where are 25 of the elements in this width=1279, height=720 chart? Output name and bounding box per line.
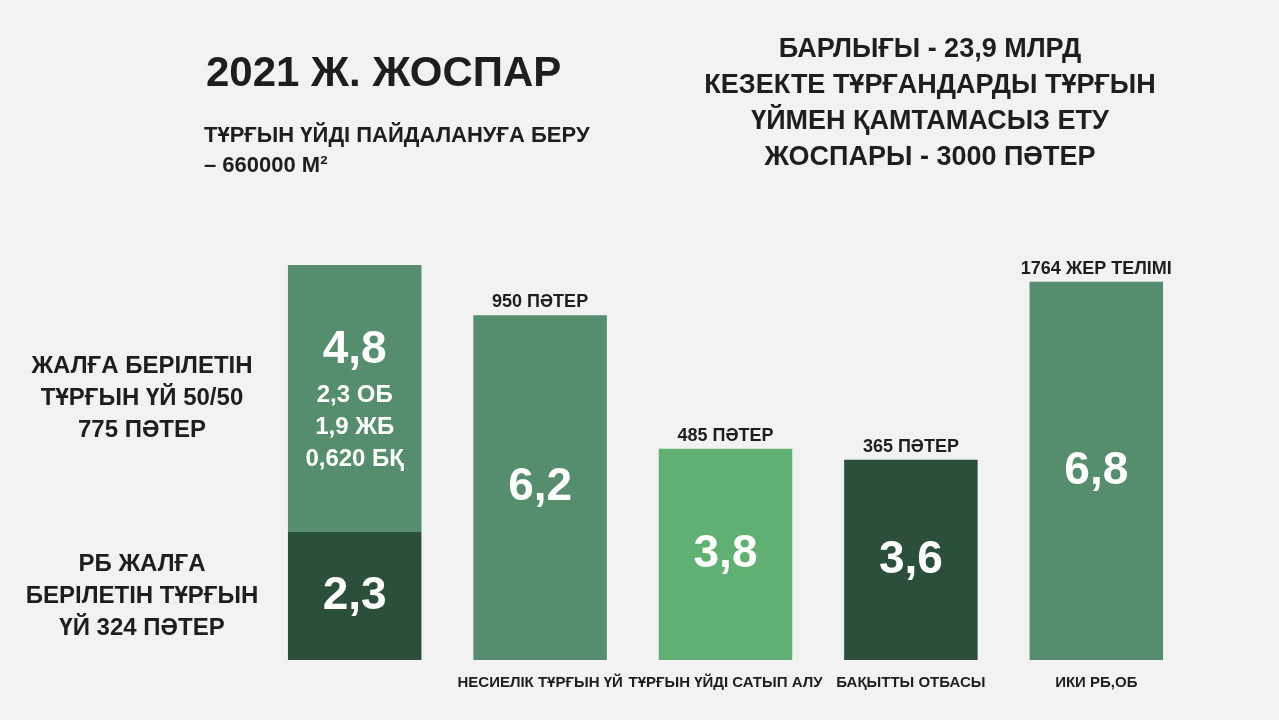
text: КЕЗЕКТЕ ТҰРҒАНДАРДЫ ТҰРҒЫН ҮЙМЕН ҚАМТАМАСЫЗ ЕТУ ЖОСПАРЫ - 3000 ПӘТЕР <box>703 68 1157 173</box>
bar <box>473 315 607 660</box>
x-tick-label: НЕСИЕЛІК ТҰРҒЫН ҮЙ <box>457 673 623 691</box>
bar <box>287 265 422 533</box>
chart-subtitle: ТҰРҒЫН ҮЙДІ ПАЙДАЛАНУҒА БЕРУ – 660000 М² <box>204 121 591 179</box>
series-label: РБ ЖАЛҒА БЕРІЛЕТІН ТҰРҒЫН ҮЙ 324 ПӘТЕР <box>25 548 259 640</box>
annotation: 950 ПӘТЕР <box>492 291 589 312</box>
text: БАРЛЫҒЫ - 23,9 МЛРД <box>777 32 1083 65</box>
bar <box>287 532 422 660</box>
data-label: 6,2 <box>508 458 573 511</box>
x-tick-label: ИКИ РБ,ОБ <box>1055 673 1138 691</box>
data-label: 3,6 <box>878 530 943 583</box>
bar <box>1029 281 1164 660</box>
bar <box>658 448 793 660</box>
chart-title: 2021 Ж. ЖОСПАР <box>206 48 562 96</box>
data-label: 6,8 <box>1064 441 1129 494</box>
annotation: 365 ПӘТЕР <box>862 435 959 456</box>
data-label: 3,8 <box>693 525 758 577</box>
data-label: 4,8 2,3 ОБ 1,9 ЖБ 0,620 БҚ <box>305 320 405 471</box>
x-tick-label: БАҚЫТТЫ ОТБАСЫ <box>836 673 986 691</box>
series-label: ЖАЛҒА БЕРІЛЕТІН ТҰРҒЫН ҮЙ 50/50 775 ПӘТЕР <box>30 351 253 443</box>
annotation: 485 ПӘТЕР <box>677 424 774 445</box>
x-tick-label: ТҰРҒЫН ҮЙДІ САТЫП АЛУ <box>628 673 824 691</box>
data-label: 2,3 <box>322 566 387 619</box>
annotation: 1764 ЖЕР ТЕЛІМІ <box>1020 257 1172 278</box>
